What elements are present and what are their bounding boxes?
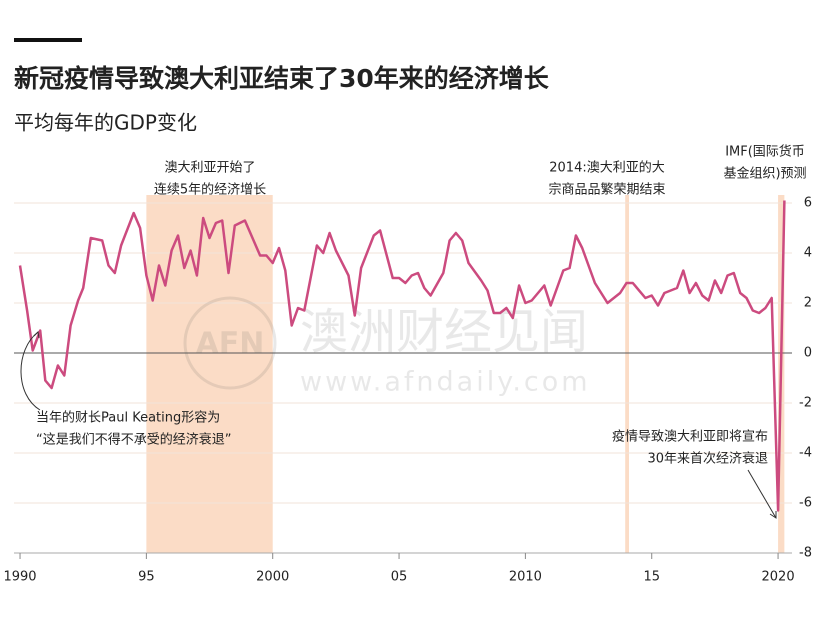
annotation: 2014:澳大利亚的大 bbox=[549, 160, 664, 176]
arrowhead bbox=[33, 330, 40, 339]
annotation: 连续5年的经济增长 bbox=[154, 182, 266, 198]
y-tick-label: 4 bbox=[804, 246, 812, 261]
x-tick-label: 05 bbox=[391, 570, 408, 585]
annotation: “这是我们不得不承受的经济衰退” bbox=[36, 432, 231, 448]
annotation: 宗商品品繁荣期结束 bbox=[548, 182, 665, 198]
chart-title: 新冠疫情导致澳大利亚结束了30年来的经济增长 bbox=[14, 64, 550, 93]
watermark-name: 澳洲财经见闻 bbox=[300, 304, 588, 360]
x-tick-label: 95 bbox=[138, 570, 155, 585]
watermark-logo: AFN bbox=[196, 327, 265, 362]
x-tick-label: 2010 bbox=[509, 570, 542, 585]
annotation: IMF(国际货币 bbox=[725, 144, 805, 160]
title-bar bbox=[14, 38, 82, 42]
annotation-arrow bbox=[20, 331, 41, 411]
arrowhead bbox=[769, 511, 777, 519]
foreground-layer: 6 4 2 0 -2 -4 -6 -8 1990 95 2000 05 2010 15 2020 澳大利亚开始… bbox=[3, 144, 812, 585]
watermark: AFN 澳洲财经见闻 www.afndaily.com bbox=[183, 296, 591, 398]
y-tick-label: 6 bbox=[804, 196, 812, 211]
annotation: 当年的财长Paul Keating形容为 bbox=[36, 410, 220, 426]
annotation: 30年来首次经济衰退 bbox=[647, 451, 768, 467]
watermark-circle bbox=[183, 296, 277, 390]
annotation: 疫情导致澳大利亚即将宣布 bbox=[612, 429, 768, 445]
data-line bbox=[18, 200, 786, 512]
highlight-band bbox=[625, 195, 629, 553]
x-tick-label: 1990 bbox=[3, 570, 36, 585]
watermark-url: www.afndaily.com bbox=[300, 367, 591, 398]
y-tick-label: -6 bbox=[799, 496, 812, 511]
annotation: 基金组织)预测 bbox=[723, 166, 806, 182]
x-tick-label: 15 bbox=[643, 570, 660, 585]
y-tick-label: -4 bbox=[799, 446, 812, 461]
x-tick-label: 2000 bbox=[256, 570, 289, 585]
annotation: 澳大利亚开始了 bbox=[164, 160, 255, 176]
y-tick-label: -2 bbox=[799, 396, 812, 411]
chart-subtitle: 平均每年的GDP变化 bbox=[14, 111, 197, 135]
y-tick-label: 0 bbox=[804, 346, 812, 361]
annotation-arrow bbox=[747, 469, 777, 519]
x-tick-label: 2020 bbox=[762, 570, 795, 585]
highlight-band bbox=[146, 195, 273, 553]
y-tick-label: -8 bbox=[799, 546, 812, 561]
y-tick-label: 2 bbox=[804, 296, 812, 311]
